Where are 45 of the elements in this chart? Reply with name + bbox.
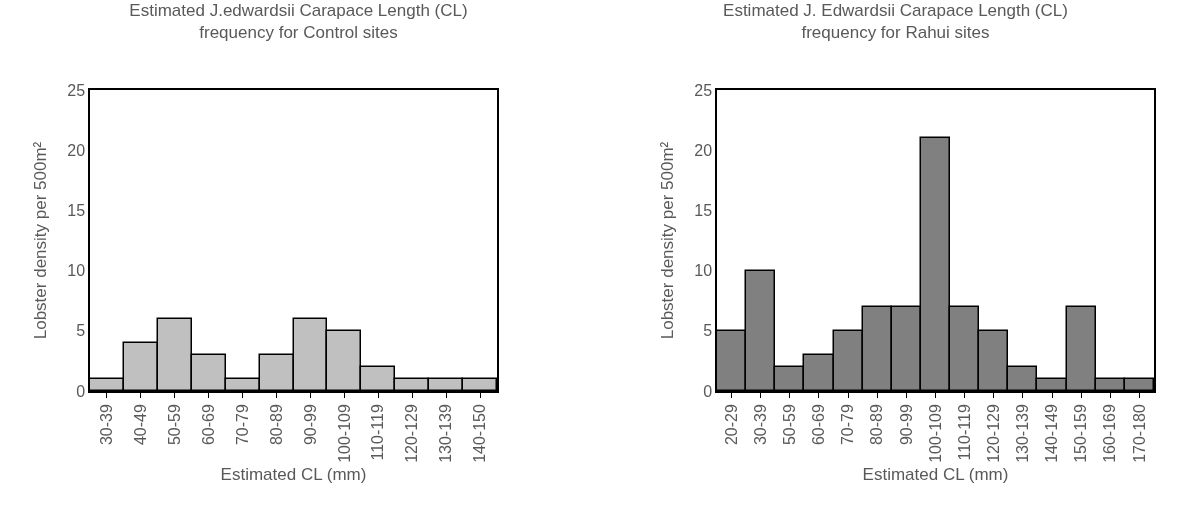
y-tick-label: 15 (67, 202, 86, 219)
y-tick-label: 0 (703, 382, 713, 400)
y-tick-label: 25 (694, 81, 713, 99)
x-tick-label: 30-39 (751, 404, 769, 446)
x-tick-label: 150-159 (1072, 404, 1090, 463)
x-tick-label: 40-49 (132, 404, 150, 446)
x-tick-label: 70-79 (839, 404, 857, 446)
x-tick-label: 130-139 (1014, 404, 1032, 463)
x-tick-label: 120-129 (984, 404, 1002, 463)
y-axis-title: Lobster density per 500m² (657, 141, 677, 340)
x-tick-label: 110-119 (369, 404, 387, 461)
x-tick-label: 50-59 (165, 404, 183, 446)
y-tick-label: 25 (67, 81, 86, 99)
x-tick-label: 20-29 (722, 404, 740, 446)
x-axis-title: Estimated CL (mm) (862, 464, 1009, 484)
x-tick-label: 70-79 (233, 404, 251, 446)
y-tick-label: 20 (694, 141, 713, 159)
y-tick-label: 10 (694, 262, 713, 280)
x-tick-label: 110-119 (955, 404, 973, 461)
chart-title: Estimated J.edwardsii Carapace Length (CL) frequency for Control sites (129, 0, 468, 42)
x-tick-label: 100-109 (335, 404, 353, 463)
y-tick-label: 10 (67, 262, 86, 280)
x-tick-label: 140-150 (471, 404, 489, 463)
y-tick-label: 5 (76, 322, 86, 340)
x-axis-title: Estimated CL (mm) (220, 464, 367, 484)
x-tick-label: 120-129 (403, 404, 421, 463)
chart-title: Estimated J. Edwardsii Carapace Length (CL) frequency for Rahui sites (723, 0, 1068, 42)
x-tick-label: 50-59 (781, 404, 799, 446)
x-tick-label: 170-180 (1130, 404, 1148, 463)
x-tick-label: 130-139 (437, 404, 455, 463)
x-tick-label: 80-89 (267, 404, 285, 446)
x-tick-label: 90-99 (897, 404, 915, 446)
y-axis-title: Lobster density per 500m² (30, 141, 50, 340)
x-tick-label: 140-149 (1043, 404, 1061, 463)
x-tick-label: 60-69 (810, 404, 828, 446)
y-tick-label: 5 (703, 322, 713, 340)
y-tick-label: 0 (76, 382, 86, 400)
y-tick-label: 20 (67, 141, 86, 159)
x-tick-label: 160-169 (1101, 404, 1119, 463)
x-tick-label: 80-89 (868, 404, 886, 446)
x-tick-label: 60-69 (199, 404, 217, 446)
y-tick-label: 15 (694, 202, 713, 219)
x-tick-label: 30-39 (98, 404, 116, 446)
x-tick-label: 90-99 (301, 404, 319, 446)
x-tick-label: 100-109 (926, 404, 944, 463)
